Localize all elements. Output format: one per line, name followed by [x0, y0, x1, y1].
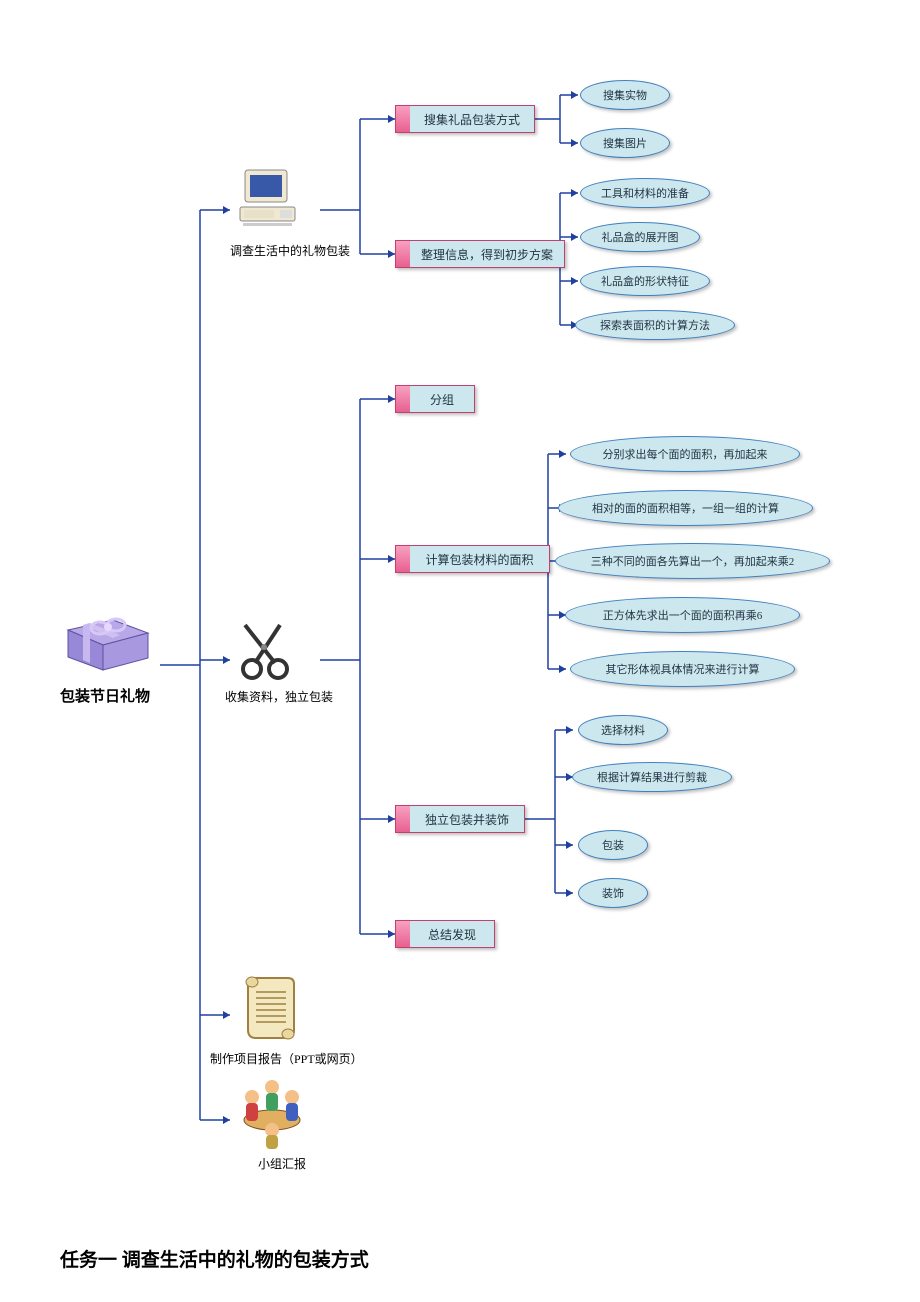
- level3-ellipse: 探索表面积的计算方法: [575, 310, 735, 340]
- gift-icon: [58, 595, 158, 675]
- level3-ellipse: 装饰: [578, 878, 648, 908]
- task-title: 任务一 调查生活中的礼物的包装方式: [60, 1245, 369, 1272]
- level3-ellipse: 相对的面的面积相等，一组一组的计算: [558, 490, 813, 526]
- level3-ellipse: 搜集实物: [580, 80, 670, 110]
- level3-ellipse: 选择材料: [578, 715, 668, 745]
- level2-box: 总结发现: [395, 920, 495, 948]
- level2-box: 搜集礼品包装方式: [395, 105, 535, 133]
- level2-box: 独立包装并装饰: [395, 805, 525, 833]
- level3-ellipse: 根据计算结果进行剪裁: [572, 762, 732, 792]
- scissors-icon: [230, 615, 300, 685]
- level3-ellipse: 其它形体视具体情况来进行计算: [570, 651, 795, 687]
- level2-box: 分组: [395, 385, 475, 413]
- level3-ellipse: 包装: [578, 830, 648, 860]
- group-icon: [232, 1075, 312, 1150]
- level1-label: 调查生活中的礼物包装: [230, 242, 350, 259]
- root-label: 包装节日礼物: [60, 685, 150, 706]
- level3-ellipse: 正方体先求出一个面的面积再乘6: [565, 597, 800, 633]
- level1-label: 小组汇报: [258, 1155, 306, 1172]
- level3-ellipse: 工具和材料的准备: [580, 178, 710, 208]
- level3-ellipse: 礼品盒的形状特征: [580, 266, 710, 296]
- computer-icon: [235, 165, 305, 235]
- level3-ellipse: 分别求出每个面的面积，再加起来: [570, 436, 800, 472]
- level3-ellipse: 礼品盒的展开图: [580, 222, 700, 252]
- level2-box: 计算包装材料的面积: [395, 545, 550, 573]
- level2-box: 整理信息，得到初步方案: [395, 240, 565, 268]
- scroll-icon: [240, 970, 300, 1045]
- level1-label: 制作项目报告（PPT或网页）: [210, 1050, 363, 1067]
- level3-ellipse: 三种不同的面各先算出一个，再加起来乘2: [555, 543, 830, 579]
- level3-ellipse: 搜集图片: [580, 128, 670, 158]
- level1-label: 收集资料，独立包装: [225, 688, 333, 705]
